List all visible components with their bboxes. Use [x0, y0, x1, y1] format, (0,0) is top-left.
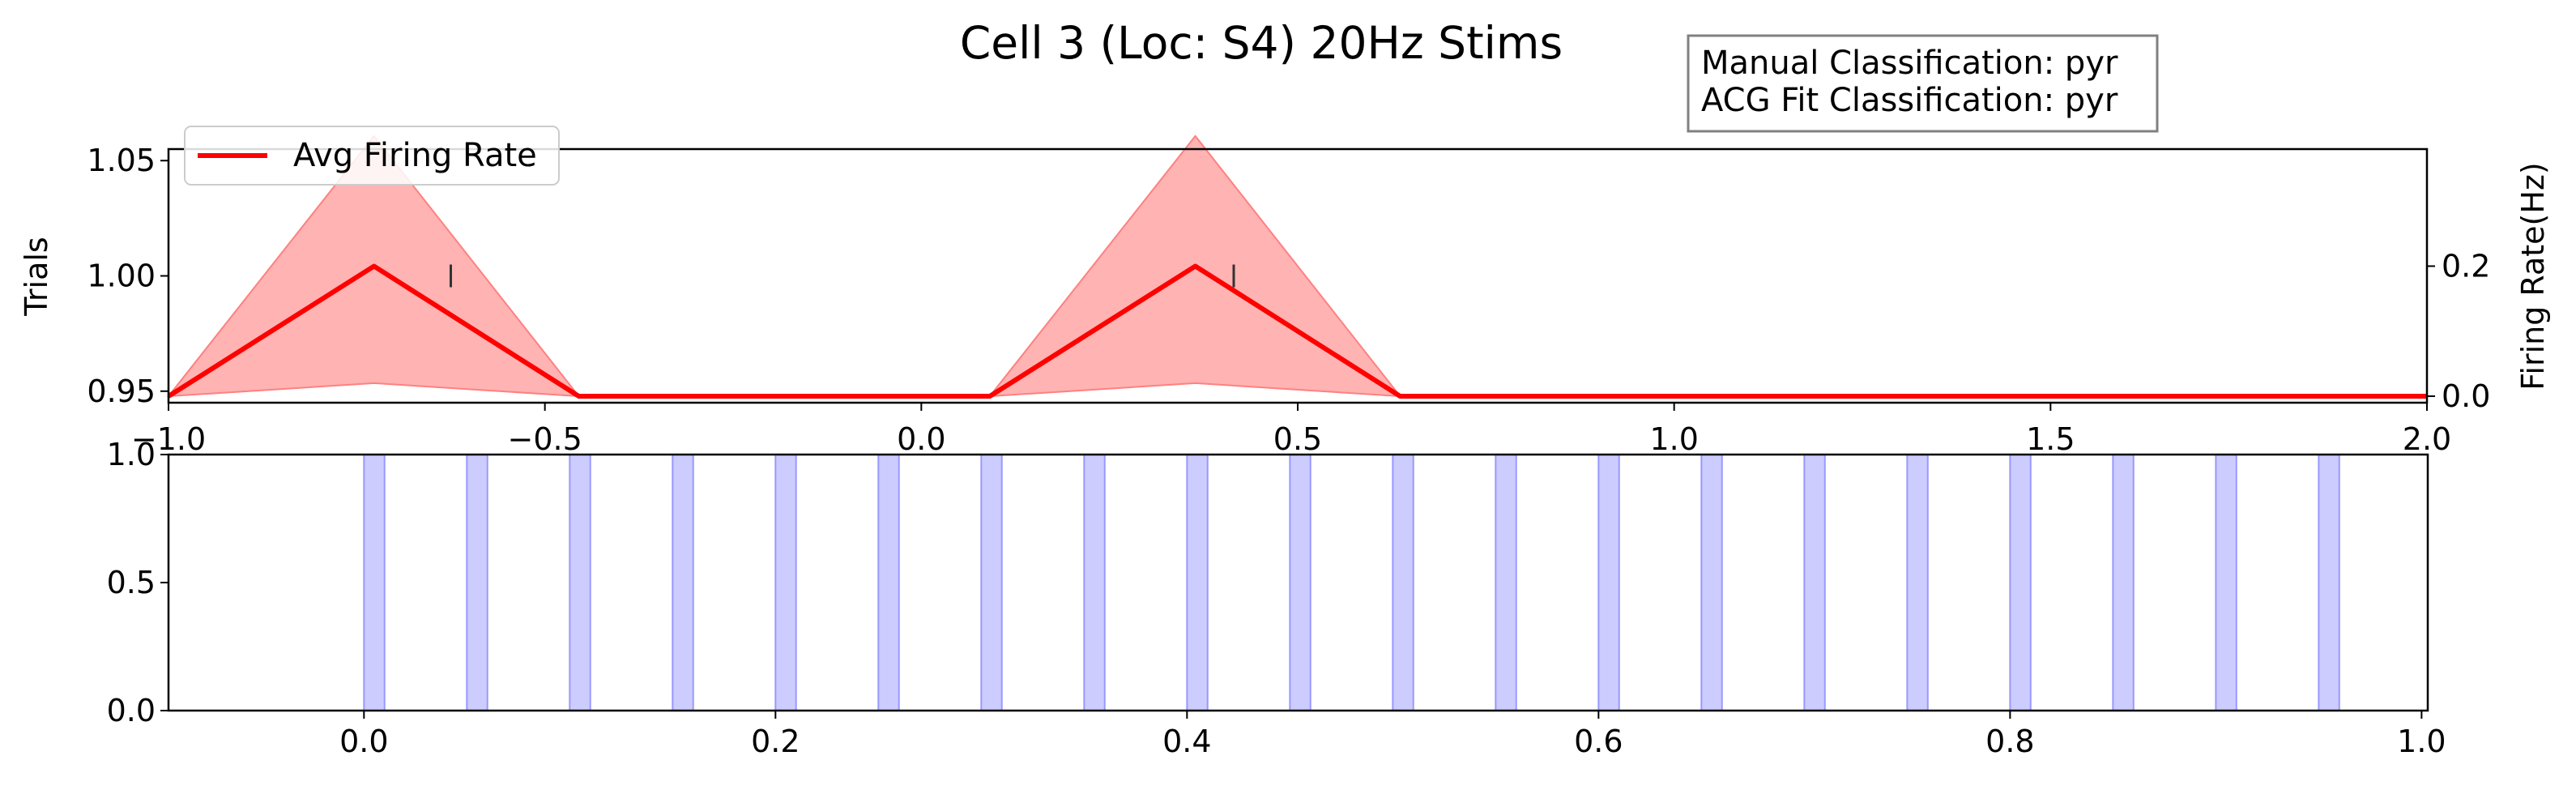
stim-pulse-8 — [1186, 454, 1209, 711]
stim-pulse-15 — [1906, 454, 1929, 711]
stim-pulse-19 — [2318, 454, 2340, 711]
stim-pulse-10 — [1392, 454, 1414, 711]
stim-pulse-18 — [2215, 454, 2237, 711]
stim-pulse-5 — [877, 454, 900, 711]
avg-firing-rate-line — [167, 263, 2427, 399]
stimulus-panel: 0.0 0.2 0.4 0.6 0.8 1.0 0.0 0.5 1.0 — [107, 437, 2446, 759]
top-x-tick-label-1: −0.5 — [508, 421, 582, 457]
bottom-x-tick-label-3: 0.6 — [1574, 724, 1623, 759]
firing-rate-x-ticks: −1.0 −0.5 0.0 0.5 1.0 1.5 2.0 — [131, 403, 2451, 457]
bottom-x-tick-label-4: 0.8 — [1985, 724, 2034, 759]
top-x-tick-label-5: 1.5 — [2026, 421, 2075, 457]
firing-rate-y-ticks: 0.0 0.2 — [2427, 248, 2490, 414]
top-x-tick-label-2: 0.0 — [897, 421, 945, 457]
stim-pulse-14 — [1803, 454, 1826, 711]
stim-pulse-6 — [980, 454, 1003, 711]
top-x-tick-label-0: −1.0 — [131, 421, 206, 457]
stim-pulse-3 — [672, 454, 694, 711]
bottom-x-tick-label-0: 0.0 — [339, 724, 388, 759]
stim-pulse-16 — [2009, 454, 2032, 711]
bottom-y-tick-label-2: 1.0 — [107, 437, 156, 472]
stimulus-y-ticks: 0.0 0.5 1.0 — [107, 437, 168, 728]
legend-label: Avg Firing Rate — [293, 137, 537, 174]
stim-pulse-17 — [2112, 454, 2135, 711]
firing-rate-tick-label-0: 0.0 — [2442, 378, 2490, 414]
bottom-x-tick-label-1: 0.2 — [751, 724, 800, 759]
top-x-tick-label-3: 0.5 — [1273, 421, 1322, 457]
trials-axis-label: Trials — [19, 237, 54, 316]
firing-rate-plot-area — [166, 135, 2428, 399]
figure-title: Cell 3 (Loc: S4) 20Hz Stims — [960, 17, 1563, 69]
bottom-y-tick-label-1: 0.5 — [107, 565, 156, 600]
manual-classification-text: Manual Classification: pyr — [1701, 45, 2118, 82]
bottom-x-tick-label-2: 0.4 — [1162, 724, 1211, 759]
stim-pulse-13 — [1700, 454, 1723, 711]
firing-rate-tick-label-1: 0.2 — [2442, 248, 2490, 284]
trials-tick-label-2: 1.05 — [87, 143, 156, 178]
trials-tick-label-1: 1.00 — [87, 258, 156, 294]
legend-frame — [184, 126, 560, 186]
stim-pulse-1 — [466, 454, 488, 711]
firing-rate-panel: −1.0 −0.5 0.0 0.5 1.0 1.5 2.0 0.95 1.00 1.05 0.0… — [19, 126, 2551, 457]
bottom-x-tick-label-5: 1.0 — [2397, 724, 2446, 759]
firing-rate-axis-label: Firing Rate(Hz) — [2515, 162, 2551, 390]
stim-pulse-12 — [1597, 454, 1620, 711]
stim-pulse-11 — [1495, 454, 1517, 711]
stim-pulse-2 — [569, 454, 591, 711]
stimulus-x-ticks: 0.0 0.2 0.4 0.6 0.8 1.0 — [339, 711, 2446, 759]
legend: Avg Firing Rate — [184, 126, 560, 186]
stim-pulse-9 — [1289, 454, 1311, 711]
acg-classification-text: ACG Fit Classification: pyr — [1701, 82, 2118, 119]
trials-y-ticks: 0.95 1.00 1.05 — [87, 143, 168, 409]
stim-pulse-0 — [363, 454, 386, 711]
trials-tick-label-0: 0.95 — [87, 374, 156, 409]
bottom-y-tick-label-0: 0.0 — [107, 693, 156, 728]
stim-pulse-7 — [1083, 454, 1106, 711]
stim-pulse-4 — [774, 454, 797, 711]
top-x-tick-label-4: 1.0 — [1649, 421, 1698, 457]
classification-box: Manual Classification: pyr ACG Fit Class… — [1687, 34, 2159, 133]
top-x-tick-label-6: 2.0 — [2403, 421, 2451, 457]
